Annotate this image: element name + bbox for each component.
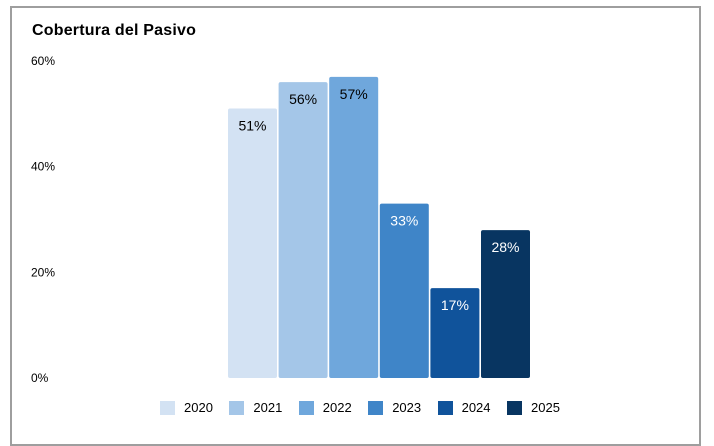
legend-swatch — [160, 401, 175, 415]
data-label-2024: 17% — [441, 297, 469, 313]
legend-swatch — [368, 401, 384, 415]
legend-label: 2020 — [184, 400, 213, 415]
data-label-2022: 57% — [340, 86, 368, 102]
bar-2022 — [329, 76, 379, 378]
legend: 2020 2021 2022 2023 2024 2025 — [0, 399, 714, 417]
legend-label: 2025 — [531, 400, 560, 415]
data-label-2020: 51% — [238, 118, 266, 134]
legend-swatch — [229, 401, 245, 415]
y-tick-label: 60% — [31, 54, 55, 68]
legend-swatch — [507, 401, 522, 415]
data-label-2021: 56% — [289, 91, 317, 107]
chart-title: Cobertura del Pasivo — [32, 22, 197, 39]
y-tick-label: 0% — [31, 371, 49, 385]
bar-2021 — [278, 82, 328, 378]
data-labels: 51% 56% 57% 33% 17% 28% — [238, 86, 519, 313]
legend-swatch — [298, 401, 314, 415]
bars — [228, 76, 530, 379]
chart-plot: 0% 20% 40% 60% 51% 56% 57% 33% 17% 28% — [31, 54, 530, 385]
legend-label: 2023 — [392, 400, 422, 415]
y-axis: 0% 20% 40% 60% — [31, 54, 55, 385]
data-label-2023: 33% — [390, 213, 418, 229]
y-tick-label: 20% — [31, 265, 55, 279]
bar-2023 — [379, 203, 429, 378]
data-label-2025: 28% — [491, 239, 519, 255]
legend-label: 2022 — [322, 400, 352, 415]
bar-2024 — [430, 288, 480, 378]
legend-swatch — [437, 401, 453, 415]
y-tick-label: 40% — [31, 160, 55, 174]
legend-label: 2021 — [253, 400, 283, 415]
legend-label: 2024 — [461, 400, 491, 415]
bar-2025 — [481, 230, 530, 378]
bar-2020 — [228, 108, 277, 379]
